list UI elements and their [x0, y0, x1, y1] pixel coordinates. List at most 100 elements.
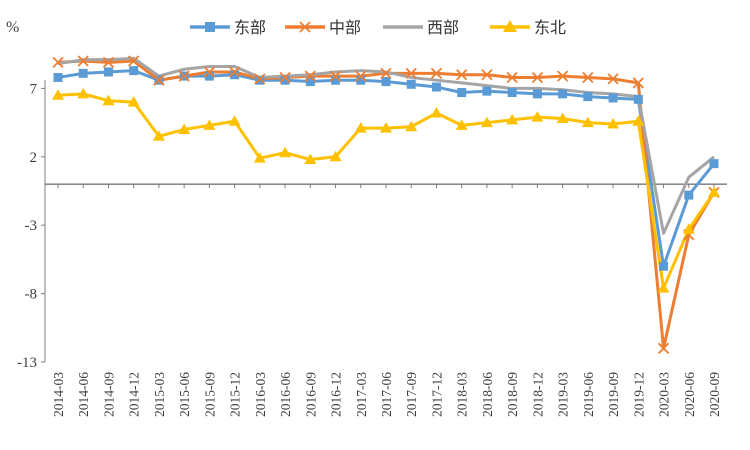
data-point	[380, 122, 392, 133]
x-tick-label: 2015-06	[177, 372, 192, 417]
series-line-中部	[57, 59, 716, 350]
legend-label: 中部	[329, 18, 361, 37]
data-point	[482, 86, 492, 96]
data-point	[607, 73, 619, 85]
data-point	[354, 122, 367, 133]
data-point	[52, 56, 64, 69]
data-point	[709, 159, 719, 169]
data-point	[279, 146, 292, 158]
data-point	[457, 88, 467, 98]
data-point	[103, 67, 113, 77]
data-point	[129, 66, 139, 76]
data-point	[228, 66, 241, 78]
data-point	[684, 190, 694, 200]
data-point	[556, 112, 569, 123]
data-point	[657, 282, 670, 293]
data-point	[204, 71, 214, 81]
x-tick-label: 2018-12	[530, 372, 545, 417]
data-point	[456, 69, 468, 81]
x-tick-label: 2020-09	[707, 372, 722, 417]
data-point	[77, 55, 89, 67]
data-point	[255, 75, 265, 85]
data-point	[153, 74, 165, 86]
data-point	[405, 67, 417, 79]
y-tick-label: 2	[30, 150, 38, 166]
data-point	[531, 111, 544, 122]
y-tick-label: -8	[25, 287, 38, 303]
data-point	[329, 70, 342, 82]
data-point	[254, 73, 266, 85]
x-tick-label: 2019-12	[631, 372, 646, 417]
data-point	[380, 67, 392, 79]
series-markers	[52, 55, 720, 354]
data-point	[632, 77, 644, 89]
x-tick-label: 2018-03	[455, 372, 470, 417]
data-point	[78, 68, 88, 78]
data-point	[77, 87, 90, 99]
legend-marker	[503, 20, 517, 32]
data-point	[331, 75, 341, 85]
x-tick-label: 2014-03	[51, 372, 66, 417]
data-point	[506, 113, 519, 125]
data-point	[481, 69, 493, 81]
data-point	[304, 70, 316, 82]
legend-marker	[205, 22, 215, 32]
data-point	[102, 56, 115, 69]
data-point	[507, 88, 517, 98]
data-point	[203, 119, 216, 130]
data-point	[53, 72, 63, 82]
data-point	[279, 71, 291, 84]
x-tick-label: 2015-09	[202, 372, 217, 417]
data-point	[708, 186, 720, 197]
data-point	[280, 75, 290, 85]
legend-item: 东部	[190, 18, 266, 37]
y-unit-label: %	[6, 19, 19, 36]
data-point	[152, 130, 165, 141]
data-point	[583, 92, 593, 102]
legend-label: 西部	[427, 18, 459, 37]
legend-label: 东北	[534, 18, 566, 37]
data-point	[304, 153, 317, 165]
data-point	[430, 67, 443, 79]
data-point	[556, 70, 569, 82]
x-tick-label: 2020-03	[657, 372, 672, 417]
x-tick-label: 2017-12	[429, 372, 444, 417]
data-point	[355, 70, 367, 82]
x-axis-ticks: 2014-03 2014-06 2014-09 2014-12 2015-03 2015-…	[51, 184, 722, 417]
data-point	[582, 71, 594, 84]
data-point	[532, 89, 542, 99]
data-point	[178, 70, 190, 82]
data-point	[228, 115, 241, 126]
data-point	[657, 342, 670, 354]
legend-item: 中部	[285, 18, 361, 37]
data-point	[558, 89, 568, 99]
data-point	[128, 55, 140, 67]
data-point	[633, 94, 643, 104]
x-tick-label: 2014-12	[127, 372, 142, 417]
data-point	[381, 77, 391, 87]
data-point	[659, 261, 669, 271]
x-tick-label: 2015-03	[152, 372, 167, 417]
x-tick-label: 2017-03	[354, 372, 369, 417]
data-point	[356, 75, 366, 85]
legend-label: 东部	[234, 18, 266, 37]
data-point	[431, 82, 441, 92]
data-point	[531, 71, 544, 84]
data-point	[430, 107, 443, 118]
x-tick-label: 2014-09	[101, 372, 116, 417]
data-point	[682, 223, 695, 234]
data-point	[581, 116, 594, 128]
data-point	[608, 93, 618, 103]
x-tick-label: 2016-12	[329, 372, 344, 417]
data-point	[632, 115, 645, 126]
x-tick-label: 2017-06	[379, 372, 394, 417]
data-point	[127, 96, 140, 107]
data-point	[203, 66, 216, 78]
x-tick-label: 2016-06	[278, 372, 293, 417]
x-tick-label: 2019-09	[606, 372, 621, 417]
data-point	[607, 117, 620, 129]
data-point	[102, 94, 115, 106]
data-point	[506, 71, 518, 84]
